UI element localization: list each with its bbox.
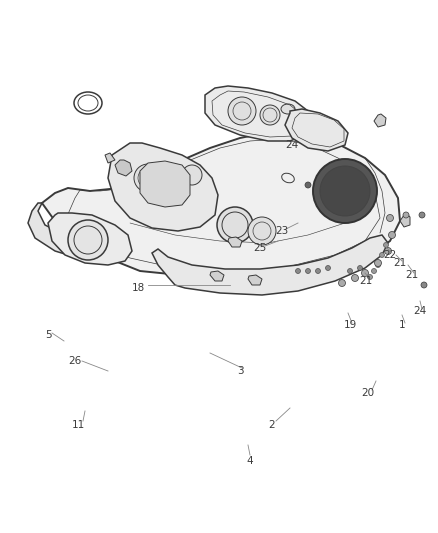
Text: 1: 1 (399, 320, 405, 330)
Circle shape (403, 212, 409, 218)
Circle shape (228, 97, 256, 125)
Text: 21: 21 (406, 270, 419, 280)
Polygon shape (140, 161, 190, 207)
Text: 22: 22 (383, 250, 397, 260)
Text: 25: 25 (253, 243, 267, 253)
Circle shape (389, 231, 396, 238)
Text: 26: 26 (68, 356, 81, 366)
Text: 18: 18 (131, 283, 145, 293)
Text: 21: 21 (393, 258, 406, 268)
Text: 4: 4 (247, 456, 253, 466)
Circle shape (313, 159, 377, 223)
Polygon shape (248, 275, 262, 285)
Text: 5: 5 (45, 330, 51, 340)
Ellipse shape (281, 104, 295, 114)
Circle shape (182, 165, 202, 185)
Text: 20: 20 (361, 388, 374, 398)
Circle shape (384, 243, 389, 247)
Polygon shape (105, 153, 115, 163)
Polygon shape (205, 86, 312, 141)
Polygon shape (374, 114, 386, 127)
Polygon shape (108, 143, 218, 231)
Circle shape (375, 262, 381, 268)
Polygon shape (115, 160, 132, 176)
Polygon shape (228, 237, 242, 247)
Circle shape (371, 269, 377, 273)
Circle shape (367, 274, 372, 279)
Text: 21: 21 (359, 276, 373, 286)
Text: 24: 24 (286, 140, 299, 150)
Circle shape (325, 265, 331, 271)
Text: 2: 2 (268, 420, 276, 430)
Circle shape (296, 269, 300, 273)
Circle shape (161, 177, 189, 205)
Circle shape (217, 207, 253, 243)
Circle shape (379, 253, 385, 257)
Circle shape (305, 182, 311, 188)
Polygon shape (48, 213, 132, 265)
Circle shape (386, 214, 393, 222)
Polygon shape (400, 213, 410, 227)
Polygon shape (152, 235, 388, 295)
Circle shape (305, 269, 311, 273)
Polygon shape (285, 109, 348, 151)
Polygon shape (28, 203, 122, 259)
Text: 19: 19 (343, 320, 357, 330)
Circle shape (260, 105, 280, 125)
Circle shape (385, 247, 392, 254)
Text: 24: 24 (413, 306, 427, 316)
Text: 11: 11 (71, 420, 85, 430)
Circle shape (347, 269, 353, 273)
Circle shape (352, 274, 358, 281)
Polygon shape (210, 271, 224, 281)
Circle shape (315, 269, 321, 273)
Text: 3: 3 (237, 366, 244, 376)
Circle shape (357, 265, 363, 271)
Circle shape (361, 270, 368, 277)
Circle shape (419, 212, 425, 218)
Circle shape (374, 260, 381, 266)
Circle shape (421, 282, 427, 288)
Circle shape (248, 217, 276, 245)
Circle shape (134, 164, 162, 192)
Circle shape (339, 279, 346, 287)
Text: 23: 23 (276, 226, 289, 236)
Polygon shape (42, 131, 400, 285)
Circle shape (320, 166, 370, 216)
Circle shape (68, 220, 108, 260)
